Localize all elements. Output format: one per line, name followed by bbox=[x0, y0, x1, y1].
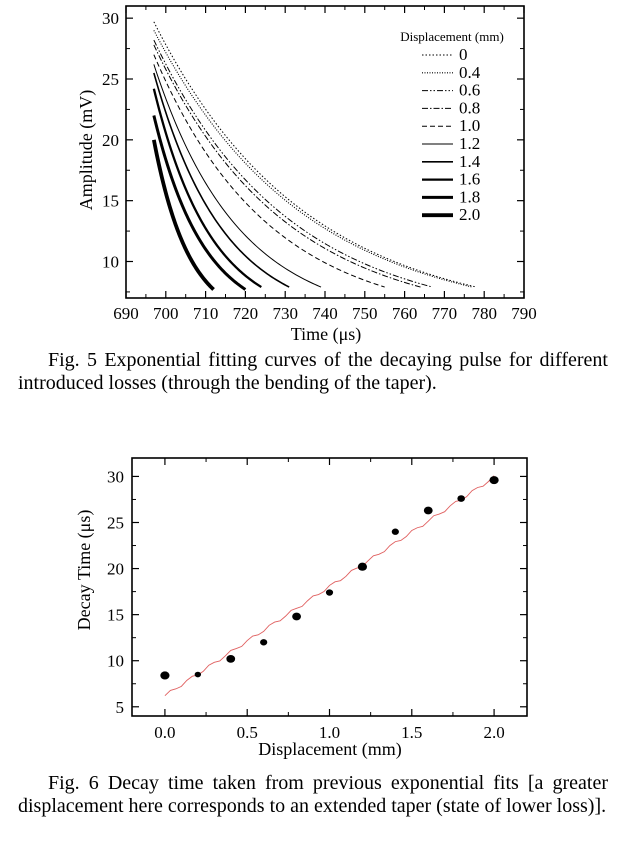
fig5-x-tick-label: 770 bbox=[432, 304, 458, 323]
fig5-legend-label: 1.6 bbox=[459, 170, 480, 189]
fig5-y-tick-label: 10 bbox=[102, 253, 119, 272]
fig6-y-tick-label: 25 bbox=[107, 514, 124, 533]
fig6-x-axis-label: Displacement (mm) bbox=[258, 739, 401, 760]
fig5-chart: 690 700 710 720 730 740 750 760 770 780 790 10 15 20 2… bbox=[76, 5, 537, 345]
fig6-data-point bbox=[292, 612, 301, 621]
fig5-curve-0.4 bbox=[153, 30, 473, 288]
fig5-y-tick-label: 25 bbox=[102, 70, 119, 89]
fig5-y-axis-label: Amplitude (mV) bbox=[76, 90, 97, 210]
fig5-curve-0.6 bbox=[153, 39, 433, 288]
fig5-x-tick-label: 760 bbox=[392, 304, 418, 323]
fig5-x-tick-label: 740 bbox=[312, 304, 338, 323]
fig6-data-point bbox=[260, 639, 268, 646]
fig5-x-tick-label: 750 bbox=[352, 304, 378, 323]
fig6-chart: 0.0 0.5 1.0 1.5 2.0 5 10 15 20 25 30 Displacement … bbox=[74, 457, 528, 760]
fig6-y-tick-label: 15 bbox=[107, 606, 124, 625]
fig5-legend-label: 0.4 bbox=[459, 63, 481, 82]
fig5-y-tick-label: 30 bbox=[102, 9, 119, 28]
fig5-curve-0 bbox=[153, 21, 477, 288]
fig5-legend-label: 1.0 bbox=[459, 116, 480, 135]
fig5-x-tick-label: 700 bbox=[153, 304, 179, 323]
fig5-curve-1.4 bbox=[153, 72, 290, 288]
fig5-x-tick-label: 780 bbox=[471, 304, 497, 323]
fig5-curve-0.8 bbox=[153, 44, 421, 288]
fig6-data-point bbox=[194, 671, 202, 678]
fig6-data-point bbox=[325, 589, 334, 596]
fig5-curve-1.2 bbox=[153, 64, 322, 288]
fig6-data-point bbox=[457, 495, 465, 502]
fig6-y-tick-label: 30 bbox=[107, 467, 124, 486]
fig5-x-tick-label: 690 bbox=[113, 304, 139, 323]
fig6-y-tick-label: 20 bbox=[107, 560, 124, 579]
fig6-data-point bbox=[489, 476, 499, 485]
fig5-curve-1.6 bbox=[152, 88, 262, 289]
fig6-y-tick-label: 10 bbox=[107, 652, 124, 671]
fig6-y-axis-label: Decay Time (μs) bbox=[74, 510, 95, 631]
fig5-legend-label: 1.2 bbox=[459, 134, 480, 153]
fig5-x-tick-label: 710 bbox=[193, 304, 219, 323]
fig6-x-tick-label: 0.5 bbox=[237, 723, 258, 742]
fig6-x-tick-label: 0.0 bbox=[154, 723, 175, 742]
fig5-caption: Fig. 5 Exponential fitting curves of the… bbox=[18, 349, 608, 394]
fig5-y-tick-label: 20 bbox=[102, 131, 119, 150]
fig6-x-tick-label: 1.5 bbox=[401, 723, 422, 742]
fig5-legend-label: 0.8 bbox=[459, 98, 480, 117]
fig5-y-tick-label: 15 bbox=[102, 192, 119, 211]
fig5-legend-label: 0 bbox=[459, 45, 468, 64]
fig5-x-tick-label: 720 bbox=[233, 304, 259, 323]
fig5-x-tick-label: 730 bbox=[272, 304, 298, 323]
fig6-caption: Fig. 6 Decay time taken from previous ex… bbox=[18, 772, 608, 817]
fig6-x-tick-label: 2.0 bbox=[483, 723, 504, 742]
fig6-data-point bbox=[226, 654, 236, 663]
fig5-legend-label: 2.0 bbox=[459, 205, 480, 224]
fig5-curve-1.0 bbox=[153, 54, 385, 288]
fig6-x-tick-label: 1.0 bbox=[319, 723, 340, 742]
fig5-legend-title: Displacement (mm) bbox=[400, 29, 504, 44]
fig6-y-tick-label: 5 bbox=[116, 698, 125, 717]
fig6-data-point bbox=[391, 528, 399, 535]
fig5-curve-2.0 bbox=[151, 139, 215, 291]
fig5-curve-1.8 bbox=[152, 115, 247, 291]
fig5-x-axis-label: Time (μs) bbox=[291, 324, 362, 345]
fig5-x-tick-label: 790 bbox=[511, 304, 537, 323]
fig5-legend-label: 1.8 bbox=[459, 187, 480, 206]
fig5-legend-label: 0.6 bbox=[459, 81, 480, 100]
fig6-data-point bbox=[357, 562, 368, 571]
fig5-legend-label: 1.4 bbox=[459, 152, 481, 171]
fig6-fit-line bbox=[164, 475, 495, 697]
fig6-data-point bbox=[423, 506, 433, 515]
fig6-data-point bbox=[160, 671, 170, 680]
